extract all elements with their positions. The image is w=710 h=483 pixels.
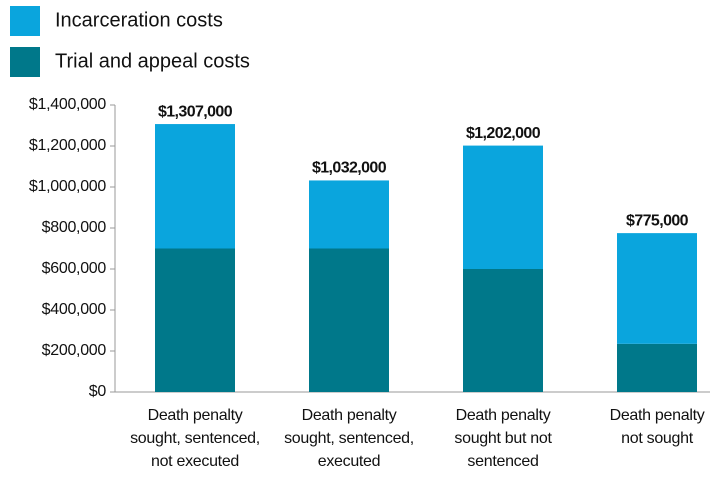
x-tick-label: sentenced — [467, 453, 538, 470]
bar-segment — [617, 233, 697, 344]
x-tick-label: sought but not — [454, 430, 552, 447]
x-tick-label: Death penalty — [148, 407, 243, 424]
bar-segment — [155, 248, 235, 392]
total-label: $1,202,000 — [466, 125, 541, 142]
bar-segment — [463, 145, 543, 269]
y-tick-label: $800,000 — [42, 219, 107, 236]
x-tick-label: executed — [318, 453, 381, 470]
y-tick-label: $1,400,000 — [29, 96, 106, 113]
x-tick-label: sought, sentenced, — [284, 430, 414, 447]
legend-swatch — [10, 47, 40, 77]
x-tick-label: Death penalty — [456, 407, 551, 424]
y-tick-label: $600,000 — [42, 260, 107, 277]
x-tick-label: Death penalty — [302, 407, 397, 424]
legend-label: Incarceration costs — [55, 9, 223, 31]
y-tick-label: $400,000 — [42, 301, 107, 318]
y-tick-label: $1,200,000 — [29, 137, 106, 154]
x-tick-label: not sought — [621, 430, 694, 447]
bar-segment — [617, 343, 697, 392]
legend-label: Trial and appeal costs — [55, 50, 250, 72]
total-label: $775,000 — [626, 212, 689, 229]
legend-swatch — [10, 6, 40, 36]
bar-segment — [463, 269, 543, 392]
y-tick-label: $200,000 — [42, 342, 107, 359]
x-tick-label: not executed — [151, 453, 239, 470]
total-label: $1,032,000 — [312, 160, 387, 177]
bar-segment — [309, 248, 389, 392]
bar-segment — [155, 124, 235, 249]
bar-segment — [309, 180, 389, 249]
x-tick-label: Death penalty — [610, 407, 705, 424]
x-tick-label: sought, sentenced, — [130, 430, 260, 447]
total-label: $1,307,000 — [158, 103, 233, 120]
y-tick-label: $1,000,000 — [29, 178, 106, 195]
y-tick-label: $0 — [89, 383, 107, 400]
